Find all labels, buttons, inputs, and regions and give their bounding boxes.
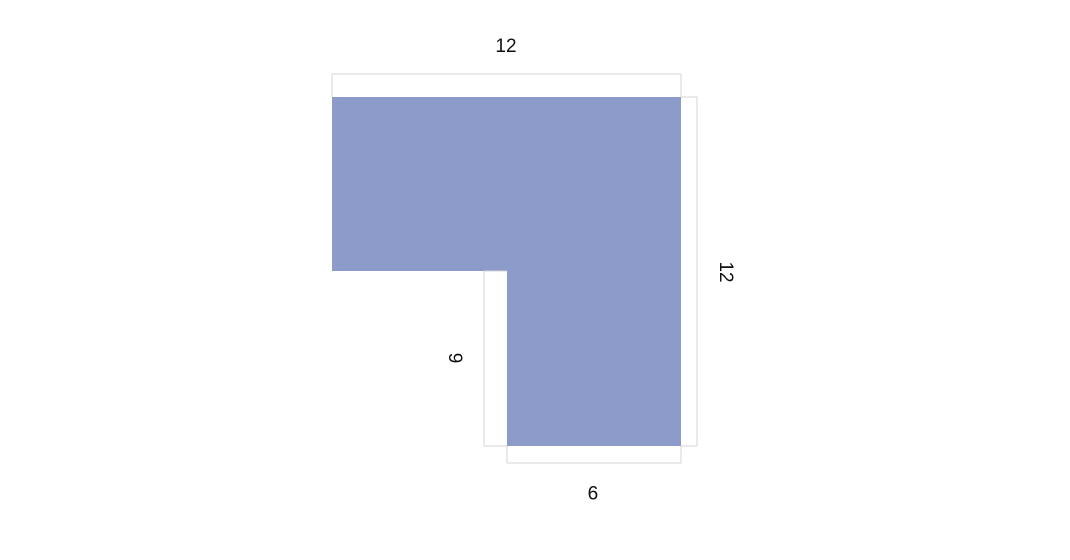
left-stem-dimension: 9 — [444, 270, 507, 447]
bottom-width-label: 9 — [588, 481, 599, 502]
left-stem-height-label: 9 — [444, 353, 465, 364]
bottom-dimension: 9 — [506, 446, 682, 502]
right-dimension: 12 — [681, 96, 736, 447]
top-dimension: 12 — [331, 36, 682, 97]
top-width-label: 12 — [495, 36, 516, 57]
right-height-label: 12 — [715, 261, 736, 282]
l-shape-polygon — [332, 97, 681, 446]
